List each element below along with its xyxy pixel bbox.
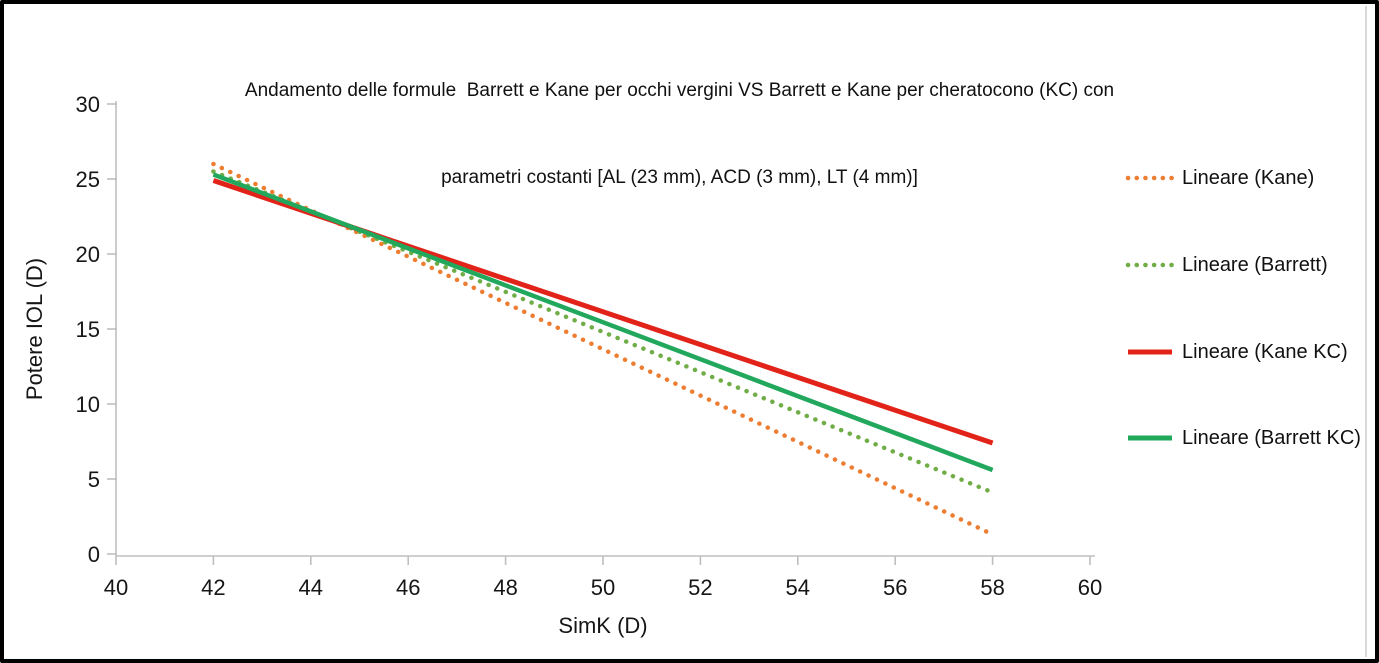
- chart-title: Andamento delle formule Barrett e Kane p…: [4, 18, 1355, 250]
- x-tick-label: 58: [980, 575, 1004, 600]
- x-tick-label: 40: [104, 575, 128, 600]
- legend-label: Lineare (Kane KC): [1182, 340, 1348, 363]
- x-tick-label: 42: [201, 575, 225, 600]
- solid-line-swatch-icon: [1128, 435, 1172, 441]
- y-tick-label: 10: [76, 392, 100, 417]
- dotted-line-swatch-icon: [1125, 175, 1175, 181]
- legend-label: Lineare (Barrett): [1182, 253, 1328, 276]
- chart-title-line1: Andamento delle formule Barrett e Kane p…: [244, 80, 1115, 101]
- legend-item-2: Lineare (Barrett): [1125, 251, 1328, 279]
- legend-item-1: Lineare (Kane): [1125, 164, 1314, 192]
- solid-line-swatch-icon: [1128, 349, 1172, 355]
- series-line-4: [212, 172, 994, 473]
- y-tick-label: 0: [88, 542, 100, 567]
- y-tick-label: 5: [88, 467, 100, 492]
- legend-label: Lineare (Barrett KC): [1182, 426, 1361, 449]
- y-tick-label: 15: [76, 317, 100, 342]
- x-tick-label: 46: [396, 575, 420, 600]
- x-tick-label: 60: [1078, 575, 1102, 600]
- chart-title-line2: parametri costanti [AL (23 mm), ACD (3 m…: [441, 167, 918, 188]
- x-tick-label: 54: [786, 575, 810, 600]
- y-tick-label: 25: [76, 167, 100, 192]
- y-axis-title: Potere IOL (D): [22, 258, 47, 400]
- legend-item-3: Lineare (Kane KC): [1125, 338, 1348, 366]
- x-tick-label: 48: [493, 575, 517, 600]
- x-tick-label: 52: [688, 575, 712, 600]
- chart-inner-edge: [1365, 6, 1367, 657]
- dotted-line-swatch-icon: [1125, 262, 1175, 268]
- y-tick-label: 20: [76, 242, 100, 267]
- legend-label: Lineare (Kane): [1182, 166, 1315, 189]
- y-tick-label: 30: [76, 92, 100, 117]
- x-tick-label: 44: [299, 575, 323, 600]
- x-tick-label: 50: [591, 575, 615, 600]
- x-axis-title: SimK (D): [558, 613, 647, 638]
- plot-area: 0 5 10 15 20 25 30 40 42 44 46 48 50 52 54 56 58 60 SimK (…: [22, 92, 1102, 638]
- legend-item-4: Lineare (Barrett KC): [1125, 424, 1361, 452]
- x-tick-label: 56: [883, 575, 907, 600]
